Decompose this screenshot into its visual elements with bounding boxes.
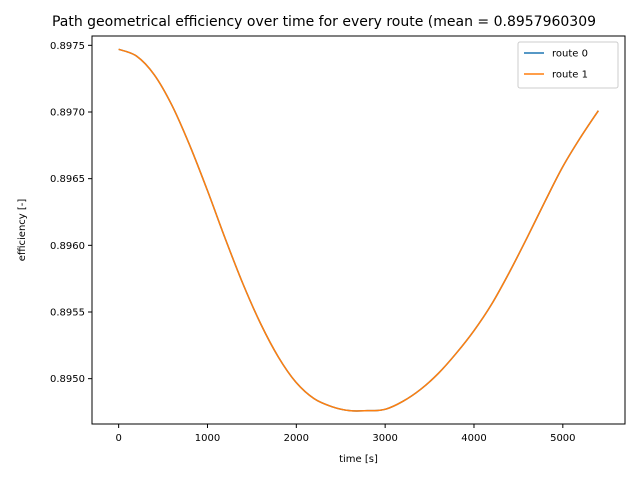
x-tick-label: 4000 xyxy=(461,433,486,444)
legend-label: route 1 xyxy=(552,70,588,81)
y-axis-ticks: 0.8950 0.8955 0.8960 0.8965 0.8970 0.8975 xyxy=(50,41,92,385)
x-tick-label: 3000 xyxy=(372,433,397,444)
y-axis-label: efficiency [-] xyxy=(17,199,28,262)
x-tick-label: 5000 xyxy=(550,433,575,444)
y-tick-label: 0.8950 xyxy=(50,374,85,385)
y-tick-label: 0.8955 xyxy=(50,308,85,319)
y-tick-label: 0.8960 xyxy=(50,241,85,252)
x-axis-ticks: 0 1000 2000 3000 4000 5000 xyxy=(115,424,576,444)
axes-frame xyxy=(91,35,626,425)
x-axis-label: time [s] xyxy=(339,454,378,465)
plot-area xyxy=(91,35,626,425)
series-layer xyxy=(118,48,599,412)
x-tick-label: 0 xyxy=(115,433,121,444)
series-line-route-1 xyxy=(118,48,599,412)
x-tick-label: 1000 xyxy=(195,433,220,444)
legend: route 0 route 1 xyxy=(517,41,619,89)
x-tick-label: 2000 xyxy=(284,433,309,444)
legend-label: route 0 xyxy=(552,49,588,60)
y-tick-label: 0.8965 xyxy=(50,174,85,185)
y-tick-label: 0.8970 xyxy=(50,108,85,119)
chart-title: Path geometrical efficiency over time fo… xyxy=(52,14,596,30)
plot-background xyxy=(92,36,625,424)
y-tick-label: 0.8975 xyxy=(50,41,85,52)
